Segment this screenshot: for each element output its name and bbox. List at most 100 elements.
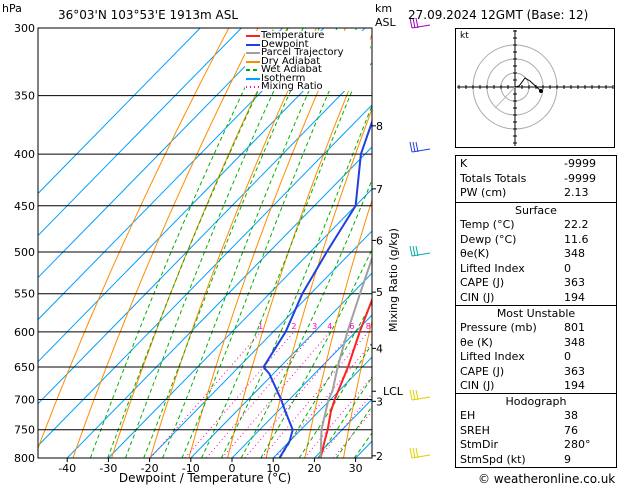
hodograph-title: Hodograph	[505, 395, 567, 408]
hodograph-value: 38	[564, 409, 578, 422]
wind-barb-icon	[409, 447, 431, 459]
hodograph-label: StmSpd (kt)	[460, 452, 526, 466]
most-unstable-value: 194	[564, 379, 585, 392]
wet-adiabat-line	[279, 301, 372, 458]
wind-barb-icon	[409, 141, 431, 153]
pressure-tick-label: 800	[14, 452, 35, 465]
legend-entry: Temperature	[245, 30, 325, 41]
legend-entry: Isotherm	[245, 72, 306, 84]
wind-barb-icon	[409, 17, 431, 29]
dry-adiabat-line	[343, 319, 372, 458]
isotherm-line	[38, 28, 283, 279]
hodograph-unit: kt	[460, 31, 469, 41]
surface-label: Temp (°C)	[460, 218, 515, 231]
height-tick-label: 2	[376, 450, 383, 463]
hodograph-label: StmDir	[460, 438, 499, 451]
hodograph-value: 9	[564, 452, 571, 466]
isotherm-line	[38, 28, 201, 195]
legend-swatch	[246, 43, 260, 46]
plot-frame	[37, 27, 373, 459]
hodograph-trace	[514, 77, 542, 92]
legend: Temperature Dewpoint Parcel Trajectory Dry …	[245, 30, 370, 92]
legend-swatch	[246, 86, 260, 88]
most-unstable-value: 0	[564, 350, 571, 363]
x-tick-label: -30	[99, 462, 117, 475]
hodograph-label: EH	[460, 409, 476, 422]
legend-swatch	[246, 52, 260, 54]
index-value: 2.13	[564, 186, 589, 199]
hodograph-secondary-trace	[494, 86, 516, 109]
hodograph-row: StmSpd (kt) 9	[456, 453, 616, 468]
height-tick-label: 8	[376, 120, 383, 133]
isotherm-line	[38, 62, 372, 405]
isotherm-line	[190, 272, 372, 458]
copyright: © weatheronline.co.uk	[478, 472, 616, 486]
mixing-ratio-axis-label: Mixing Ratio (g/kg)	[387, 228, 400, 332]
x-axis-label: Dewpoint / Temperature (°C)	[119, 471, 291, 485]
pressure-tick-label: 750	[14, 424, 35, 437]
dry-adiabat-line	[38, 28, 230, 450]
wind-barb-icon	[409, 389, 431, 401]
mixing-ratio-label: 6	[349, 322, 354, 331]
isotherm-line	[272, 356, 372, 458]
most-unstable-title: Most Unstable	[496, 307, 576, 320]
index-row: K -9999	[456, 157, 616, 172]
isotherm-line	[149, 230, 372, 458]
surface-value: 348	[564, 247, 585, 260]
x-tick-label: 30	[349, 462, 363, 475]
wind-barb-flag	[409, 245, 413, 257]
surface-table: Surface Temp (°C) 22.2 Dewp (°C) 11.6 θe(K) 3…	[455, 202, 617, 306]
hodograph-table: Hodograph EH 38 SREH 76 StmDir 280° StmSpd (kt…	[455, 393, 617, 468]
surface-label: Lifted Index	[460, 261, 525, 275]
hodograph	[455, 28, 615, 148]
index-row: PW (cm) 2.13	[456, 186, 616, 201]
mixing-ratio-line	[150, 331, 261, 458]
legend-label: Dry Adiabat	[261, 55, 321, 67]
legend-entry: Wet Adiabat	[245, 64, 322, 75]
most-unstable-label: CAPE (J)	[460, 364, 505, 378]
surface-row: Temp (°C) 22.2	[456, 218, 616, 233]
most-unstable-label: θe (K)	[460, 335, 493, 349]
wind-barb-icon	[409, 245, 431, 257]
surface-value: 363	[564, 276, 585, 289]
surface-label: CAPE (J)	[460, 276, 505, 289]
lcl-label: LCL	[383, 385, 404, 398]
wind-barb-flag	[409, 141, 413, 153]
pressure-tick-label: 450	[14, 200, 35, 213]
wind-barb-flag	[415, 389, 419, 401]
legend-label: Mixing Ratio	[261, 81, 323, 92]
wind-barb-flag	[415, 17, 419, 29]
legend-entry: Dry Adiabat	[245, 55, 321, 67]
pressure-tick-label: 600	[14, 326, 35, 339]
most-unstable-row: CIN (J) 194	[456, 379, 616, 394]
mixing-ratio-label: 8	[366, 322, 371, 331]
surface-label: θe(K)	[460, 247, 490, 260]
legend-entry: Parcel Trajectory	[245, 48, 344, 58]
hodograph-value: 280°	[564, 438, 591, 451]
most-unstable-label: Lifted Index	[460, 350, 525, 363]
mixing-ratio-label: 3	[312, 322, 317, 331]
pressure-tick-label: 500	[14, 246, 35, 259]
pressure-tick-label: 350	[14, 90, 35, 103]
isotherm-line	[231, 314, 372, 458]
most-unstable-row: CAPE (J) 363	[456, 365, 616, 380]
surface-row: Lifted Index 0	[456, 262, 616, 277]
mixing-ratio-label: 4	[327, 322, 332, 331]
most-unstable-row: Pressure (mb) 801	[456, 321, 616, 336]
wind-barb-flag	[412, 17, 416, 29]
legend-label: Isotherm	[261, 72, 306, 84]
most-unstable-value: 801	[564, 321, 585, 334]
wind-barb-flag	[412, 141, 416, 153]
index-label: Totals Totals	[460, 171, 527, 185]
legend-label: Wet Adiabat	[261, 64, 322, 75]
legend-swatch	[246, 60, 260, 63]
hodograph-row: SREH 76	[456, 424, 616, 439]
index-row: Totals Totals -9999	[456, 172, 616, 187]
wind-barb-flag	[412, 245, 416, 257]
isotherm-line	[38, 28, 242, 237]
location-title: 36°03'N 103°53'E 1913m ASL	[58, 8, 239, 22]
legend-label: Temperature	[261, 30, 325, 41]
asl-label: ASL	[375, 16, 396, 29]
surface-row: CIN (J) 194	[456, 291, 616, 306]
surface-value: 194	[564, 290, 585, 304]
